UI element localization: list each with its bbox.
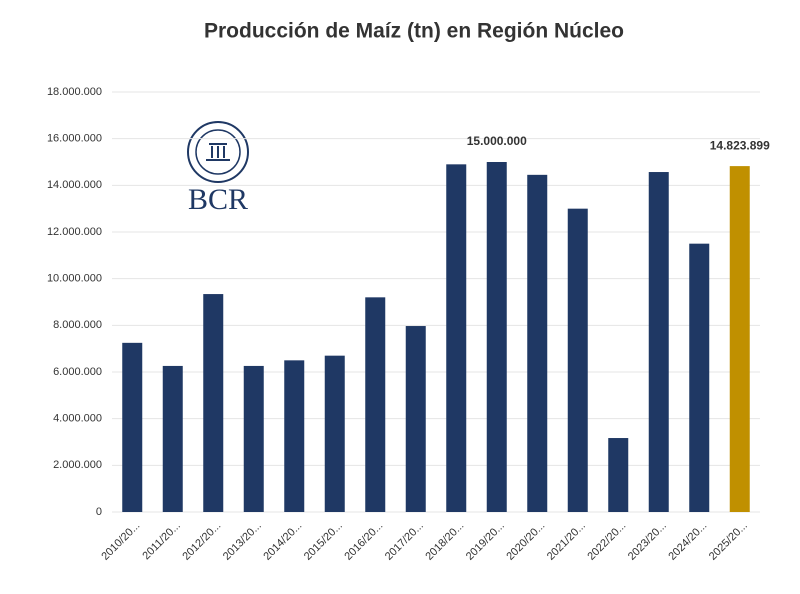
y-tick-label: 8.000.000 xyxy=(53,319,102,331)
bar xyxy=(648,172,669,513)
y-tick-label: 12.000.000 xyxy=(47,226,102,238)
bar xyxy=(567,208,588,512)
bar xyxy=(162,365,183,512)
x-tick-label: 2017/20... xyxy=(383,520,426,563)
x-tick-label: 2014/20... xyxy=(261,520,304,563)
value-label: 14.823.899 xyxy=(710,138,770,152)
bar xyxy=(324,355,345,512)
bar xyxy=(689,243,710,512)
x-tick-label: 2023/20... xyxy=(626,520,669,563)
bar xyxy=(527,174,548,513)
logo-seal xyxy=(187,121,249,183)
y-tick-label: 18.000.000 xyxy=(47,86,102,98)
y-tick-label: 16.000.000 xyxy=(47,133,102,145)
bar xyxy=(608,438,629,512)
x-tick-label: 2015/20... xyxy=(302,520,345,563)
x-tick-label: 2018/20... xyxy=(423,520,466,563)
x-tick-label: 2012/20... xyxy=(180,520,223,563)
y-tick-label: 0 xyxy=(96,506,102,518)
y-tick-label: 2.000.000 xyxy=(53,459,102,471)
x-tick-label: 2016/20... xyxy=(342,520,385,563)
value-label: 15.000.000 xyxy=(467,134,527,148)
x-tick-label: 2025/20... xyxy=(707,520,750,563)
x-tick-label: 2022/20... xyxy=(585,520,628,563)
x-tick-label: 2013/20... xyxy=(221,520,264,563)
logo-emblem xyxy=(206,143,230,161)
x-tick-label: 2020/20... xyxy=(504,520,547,563)
x-tick-label: 2010/20... xyxy=(99,520,142,563)
x-tick-label: 2021/20... xyxy=(545,520,588,563)
x-tick-label: 2011/20... xyxy=(140,520,183,563)
bar xyxy=(405,326,426,512)
y-tick-label: 6.000.000 xyxy=(53,366,102,378)
bar xyxy=(729,166,750,513)
y-tick-label: 4.000.000 xyxy=(53,413,102,425)
chart-title: Producción de Maíz (tn) en Región Núcleo xyxy=(204,20,624,43)
bar xyxy=(486,162,507,512)
x-tick-label: 2024/20... xyxy=(666,520,709,563)
bar xyxy=(203,294,224,512)
bar xyxy=(446,164,467,513)
bar xyxy=(122,342,143,512)
logo: BCR xyxy=(187,121,249,216)
bar xyxy=(243,365,264,512)
x-tick-label: 2019/20... xyxy=(464,520,507,563)
bar xyxy=(365,297,386,512)
logo-text: BCR xyxy=(188,183,248,216)
y-tick-label: 10.000.000 xyxy=(47,273,102,285)
bar xyxy=(284,360,305,512)
logo-seal-inner xyxy=(195,129,241,175)
y-tick-label: 14.000.000 xyxy=(47,179,102,191)
